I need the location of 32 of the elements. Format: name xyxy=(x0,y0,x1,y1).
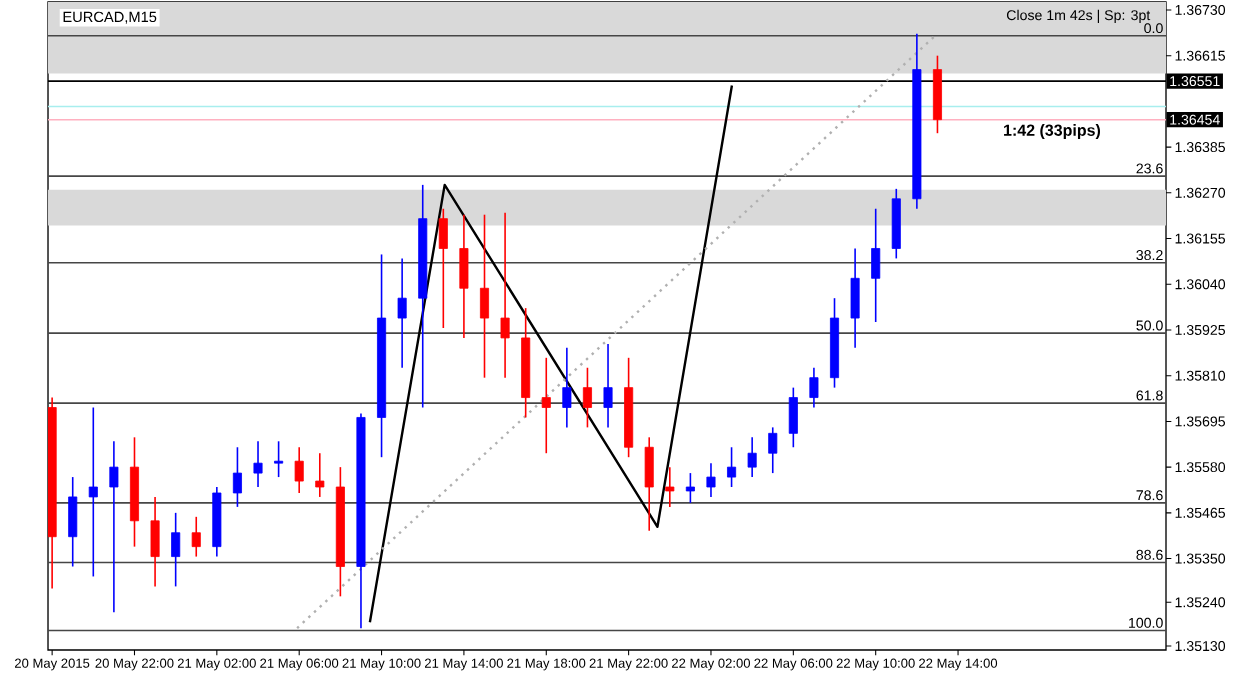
candlestick xyxy=(191,516,201,558)
candlestick xyxy=(88,406,98,578)
candlestick xyxy=(788,386,798,449)
candlestick xyxy=(150,496,160,588)
candlestick xyxy=(294,446,304,494)
candlestick xyxy=(727,446,737,488)
candlestick xyxy=(768,426,778,474)
candlestick xyxy=(171,512,181,588)
candlestick xyxy=(459,213,469,339)
candlestick xyxy=(685,472,695,504)
candlestick xyxy=(438,207,448,329)
candlestick xyxy=(809,366,819,409)
candlestick xyxy=(315,452,325,498)
candlestick xyxy=(850,247,860,349)
candlestick xyxy=(109,440,119,614)
candlestick xyxy=(541,357,551,455)
candlestick xyxy=(562,347,572,429)
candlestick xyxy=(871,207,881,323)
candlestick xyxy=(706,462,716,498)
candlestick xyxy=(397,257,407,369)
candlestick xyxy=(665,466,675,508)
candlestick xyxy=(644,436,654,532)
candlestick xyxy=(68,476,78,568)
candlestick xyxy=(747,436,757,478)
annotation: 1:42 (33pips) xyxy=(1004,124,1101,140)
candlestick xyxy=(274,440,284,478)
candlestick xyxy=(582,366,592,429)
candlestick xyxy=(479,213,490,379)
candlestick xyxy=(253,440,263,488)
candlestick xyxy=(500,211,510,379)
candlestick xyxy=(603,343,613,429)
candlestick xyxy=(232,446,242,508)
